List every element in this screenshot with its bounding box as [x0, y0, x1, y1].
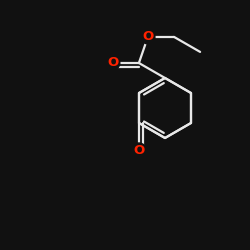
- Circle shape: [132, 143, 146, 157]
- Text: O: O: [134, 144, 145, 156]
- Circle shape: [106, 56, 120, 70]
- Circle shape: [141, 30, 155, 44]
- Text: O: O: [107, 56, 118, 70]
- Text: O: O: [142, 30, 154, 44]
